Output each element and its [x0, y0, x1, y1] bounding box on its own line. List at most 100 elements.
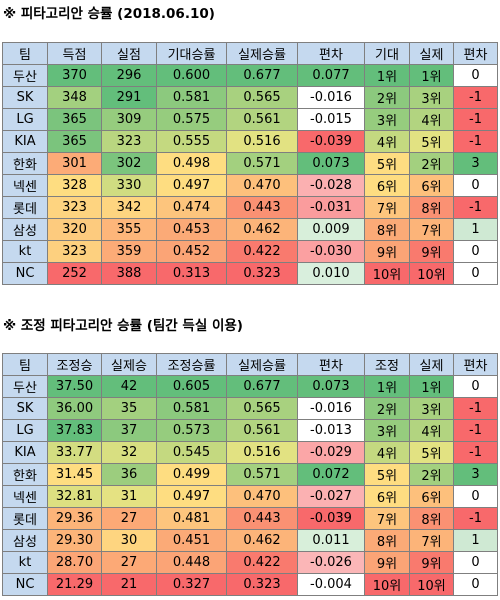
actual-rank-cell: 2위 — [409, 463, 454, 486]
table-row: KIA 365 323 0.555 0.516 -0.039 4위 5위 -1 — [2, 130, 498, 153]
table-row: 두산 37.50 42 0.605 0.677 0.073 1위 1위 0 — [2, 375, 498, 398]
header-adjusted-wins: 조정승 — [47, 353, 102, 376]
header-actual-win-pct: 실제승률 — [226, 353, 298, 376]
deviation-cell: -0.027 — [297, 485, 365, 508]
expected-rank-cell: 4위 — [364, 130, 410, 153]
actual-win-pct-cell: 0.677 — [226, 64, 298, 87]
team-cell: 삼성 — [2, 529, 48, 552]
pythagorean-table: 팀 득점 실점 기대승률 실제승률 편차 기대 실제 편차 두산 370 296 0.… — [2, 42, 498, 285]
table-row: SK 36.00 35 0.581 0.565 -0.016 2위 3위 -1 — [2, 397, 498, 420]
expected-win-pct-cell: 0.575 — [156, 108, 227, 131]
expected-win-pct-cell: 0.555 — [156, 130, 227, 153]
runs-allowed-cell: 355 — [101, 218, 157, 241]
actual-win-pct-cell: 0.561 — [226, 419, 298, 442]
table-row: KIA 33.77 32 0.545 0.516 -0.029 4위 5위 -1 — [2, 441, 498, 464]
expected-win-pct-cell: 0.497 — [156, 174, 227, 197]
team-cell: SK — [2, 397, 48, 420]
table-row: 롯데 29.36 27 0.481 0.443 -0.039 7위 8위 -1 — [2, 507, 498, 530]
deviation-cell: -0.004 — [297, 573, 365, 596]
expected-rank-cell: 6위 — [364, 174, 410, 197]
actual-wins-cell: 27 — [101, 551, 157, 574]
table-row: 한화 301 302 0.498 0.571 0.073 5위 2위 3 — [2, 152, 498, 175]
header-expected-win-pct: 기대승률 — [156, 42, 227, 65]
runs-scored-cell: 365 — [47, 130, 102, 153]
actual-win-pct-cell: 0.677 — [226, 375, 298, 398]
actual-rank-cell: 9위 — [409, 551, 454, 574]
actual-win-pct-cell: 0.422 — [226, 240, 298, 263]
actual-wins-cell: 35 — [101, 397, 157, 420]
runs-scored-cell: 252 — [47, 262, 102, 285]
table2-title: ※ 조정 피타고리안 승률 (팀간 득실 이용) — [3, 318, 243, 334]
runs-allowed-cell: 323 — [101, 130, 157, 153]
adjusted-pythagorean-table: 팀 조정승 실제승 조정승률 실제승률 편차 조정 실제 편차 두산 37.50 4… — [2, 353, 498, 596]
table-row: 한화 31.45 36 0.499 0.571 0.072 5위 2위 3 — [2, 463, 498, 486]
table-row: 롯데 323 342 0.474 0.443 -0.031 7위 8위 -1 — [2, 196, 498, 219]
runs-scored-cell: 348 — [47, 86, 102, 109]
rank-diff-cell: -1 — [453, 86, 498, 109]
team-cell: SK — [2, 86, 48, 109]
team-cell: 한화 — [2, 463, 48, 486]
rank-diff-cell: 0 — [453, 262, 498, 285]
expected-rank-cell: 5위 — [364, 152, 410, 175]
adjusted-wins-cell: 31.45 — [47, 463, 102, 486]
deviation-cell: 0.072 — [297, 463, 365, 486]
actual-rank-cell: 8위 — [409, 196, 454, 219]
actual-rank-cell: 6위 — [409, 485, 454, 508]
actual-win-pct-cell: 0.516 — [226, 441, 298, 464]
actual-win-pct-cell: 0.422 — [226, 551, 298, 574]
actual-win-pct-cell: 0.565 — [226, 397, 298, 420]
expected-win-pct-cell: 0.453 — [156, 218, 227, 241]
header-adjusted-rank: 조정 — [364, 353, 410, 376]
expected-win-pct-cell: 0.600 — [156, 64, 227, 87]
rank-diff-cell: -1 — [453, 196, 498, 219]
adjusted-rank-cell: 10위 — [364, 573, 410, 596]
actual-rank-cell: 10위 — [409, 573, 454, 596]
team-cell: KIA — [2, 130, 48, 153]
expected-rank-cell: 2위 — [364, 86, 410, 109]
adjusted-win-pct-cell: 0.605 — [156, 375, 227, 398]
team-cell: NC — [2, 573, 48, 596]
expected-rank-cell: 1위 — [364, 64, 410, 87]
runs-scored-cell: 323 — [47, 196, 102, 219]
deviation-cell: 0.073 — [297, 152, 365, 175]
adjusted-wins-cell: 21.29 — [47, 573, 102, 596]
header-actual-wins: 실제승 — [101, 353, 157, 376]
table-row: 넥센 328 330 0.497 0.470 -0.028 6위 6위 0 — [2, 174, 498, 197]
runs-allowed-cell: 388 — [101, 262, 157, 285]
adjusted-win-pct-cell: 0.327 — [156, 573, 227, 596]
rank-diff-cell: 1 — [453, 218, 498, 241]
actual-win-pct-cell: 0.443 — [226, 507, 298, 530]
actual-rank-cell: 10위 — [409, 262, 454, 285]
runs-scored-cell: 370 — [47, 64, 102, 87]
actual-rank-cell: 4위 — [409, 419, 454, 442]
rank-diff-cell: 0 — [453, 551, 498, 574]
adjusted-win-pct-cell: 0.451 — [156, 529, 227, 552]
adjusted-wins-cell: 29.30 — [47, 529, 102, 552]
runs-allowed-cell: 342 — [101, 196, 157, 219]
header-row: 팀 득점 실점 기대승률 실제승률 편차 기대 실제 편차 — [2, 42, 498, 65]
rank-diff-cell: 1 — [453, 529, 498, 552]
actual-wins-cell: 37 — [101, 419, 157, 442]
rank-diff-cell: 0 — [453, 485, 498, 508]
header-rank-diff: 편차 — [453, 353, 498, 376]
runs-allowed-cell: 291 — [101, 86, 157, 109]
adjusted-win-pct-cell: 0.497 — [156, 485, 227, 508]
adjusted-rank-cell: 7위 — [364, 507, 410, 530]
adjusted-win-pct-cell: 0.545 — [156, 441, 227, 464]
team-cell: 두산 — [2, 375, 48, 398]
table-row: 삼성 29.30 30 0.451 0.462 0.011 8위 7위 1 — [2, 529, 498, 552]
actual-rank-cell: 2위 — [409, 152, 454, 175]
deviation-cell: 0.077 — [297, 64, 365, 87]
team-cell: 롯데 — [2, 196, 48, 219]
actual-rank-cell: 5위 — [409, 441, 454, 464]
rank-diff-cell: 3 — [453, 463, 498, 486]
actual-win-pct-cell: 0.470 — [226, 485, 298, 508]
team-cell: 한화 — [2, 152, 48, 175]
header-actual-rank: 실제 — [409, 353, 454, 376]
actual-win-pct-cell: 0.323 — [226, 262, 298, 285]
team-cell: KIA — [2, 441, 48, 464]
rank-diff-cell: -1 — [453, 507, 498, 530]
adjusted-rank-cell: 2위 — [364, 397, 410, 420]
adjusted-rank-cell: 3위 — [364, 419, 410, 442]
actual-win-pct-cell: 0.565 — [226, 86, 298, 109]
